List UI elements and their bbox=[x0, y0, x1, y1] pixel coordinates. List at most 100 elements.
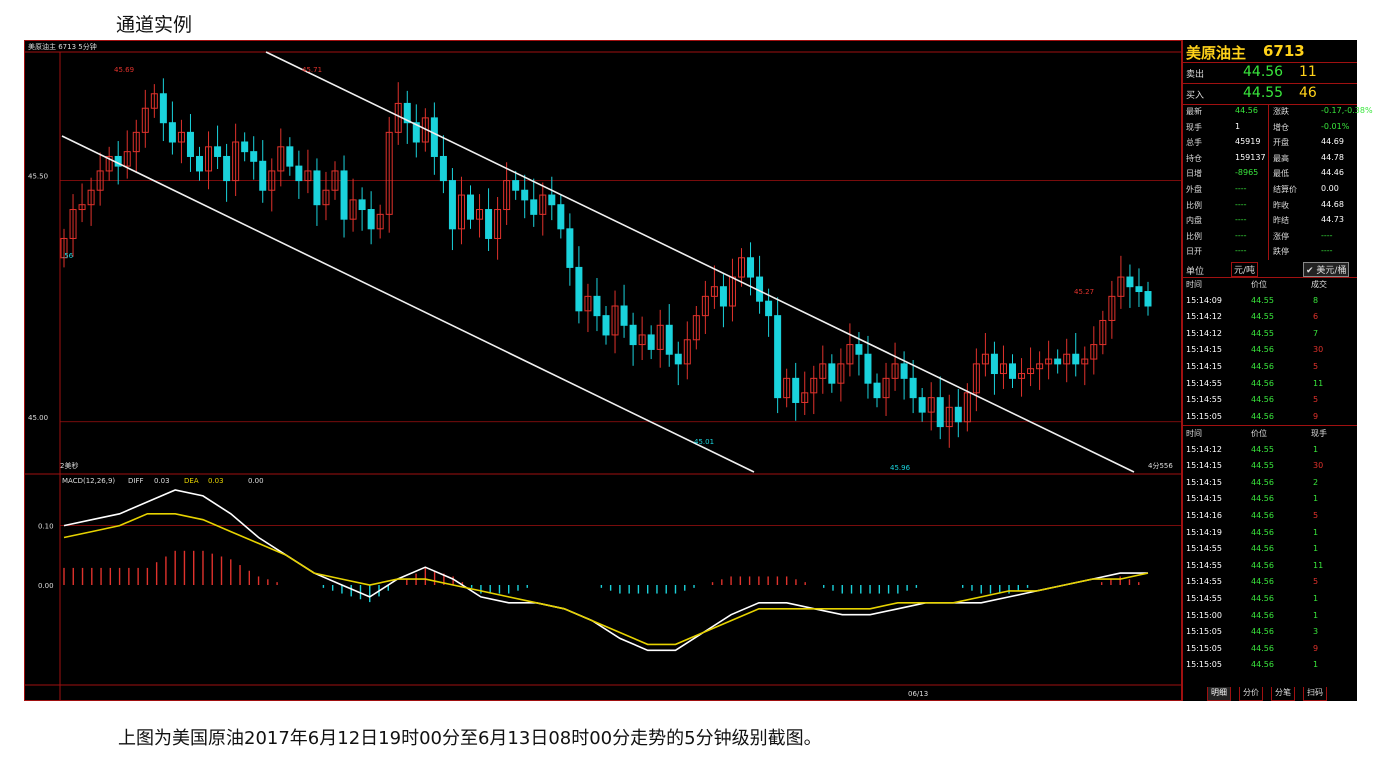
trade-qty: 5 bbox=[1313, 362, 1319, 371]
candle-body bbox=[521, 189, 529, 201]
stat-label: 现手 bbox=[1186, 122, 1202, 132]
stat-row: 外盘 ---- 结算价 0.00 bbox=[1183, 182, 1357, 197]
tab-4[interactable]: 扫码 bbox=[1303, 687, 1327, 701]
candle-body bbox=[638, 334, 646, 346]
candle-body bbox=[656, 324, 664, 350]
trade-row: 15:15:00 44.56 1 bbox=[1183, 609, 1357, 624]
unit-cny-button[interactable]: 元/吨 bbox=[1231, 262, 1259, 277]
candle-body bbox=[819, 363, 827, 379]
tab-2[interactable]: 分价 bbox=[1239, 687, 1263, 701]
candle-body bbox=[159, 93, 167, 124]
candle-body bbox=[60, 237, 68, 259]
trade-qty: 1 bbox=[1313, 610, 1319, 620]
trade-qty: 1 bbox=[1313, 544, 1319, 554]
stat-row: 持仓 159137 最高 44.78 bbox=[1183, 151, 1357, 166]
trade-header: 时间 价位 成交 bbox=[1183, 277, 1357, 292]
candle-body bbox=[141, 107, 149, 133]
trade-price: 44.56 bbox=[1251, 511, 1274, 520]
stat-label: 总手 bbox=[1186, 138, 1202, 148]
stat-value: 159137 bbox=[1235, 152, 1266, 162]
tab-3[interactable]: 分笔 bbox=[1271, 687, 1295, 701]
candle-body bbox=[566, 228, 574, 268]
stat-label: 增仓 bbox=[1273, 122, 1289, 132]
stat-label: 内盘 bbox=[1186, 216, 1202, 226]
candle-body bbox=[412, 122, 420, 143]
candle-body bbox=[1063, 353, 1071, 365]
unit-label: 单位 bbox=[1186, 267, 1205, 277]
trade-price: 44.56 bbox=[1251, 345, 1274, 355]
page-title: 通道实例 bbox=[116, 14, 193, 36]
candle-body bbox=[439, 155, 447, 182]
trade-price: 44.56 bbox=[1251, 610, 1274, 620]
diff-value: 0.03 bbox=[154, 477, 170, 485]
candle-body bbox=[430, 117, 438, 157]
candle-body bbox=[1108, 295, 1116, 321]
candle-body bbox=[232, 141, 240, 182]
candle-body bbox=[340, 170, 348, 220]
trade-row: 15:14:15 44.56 2 bbox=[1183, 476, 1357, 491]
trade-row: 15:14:55 44.56 5 bbox=[1183, 393, 1357, 408]
candle-body bbox=[873, 382, 881, 399]
stat-label: 最新 bbox=[1186, 107, 1202, 116]
channel-lower-line bbox=[61, 135, 755, 473]
candle-body bbox=[575, 266, 583, 312]
stat-label: 日增 bbox=[1186, 169, 1202, 179]
candle-body bbox=[530, 199, 538, 215]
right-annotation: 4分556 bbox=[1148, 461, 1173, 470]
candle-body bbox=[186, 131, 194, 157]
trade-price: 44.56 bbox=[1251, 594, 1274, 603]
trade-price: 44.56 bbox=[1251, 362, 1274, 371]
trade-price: 44.56 bbox=[1251, 627, 1274, 637]
trade-qty: 11 bbox=[1313, 378, 1324, 388]
price-chart[interactable]: 美原油主 6713 5分钟 45.50 45.00 45.69 45.71 45.01 45… bbox=[24, 40, 1182, 701]
candle-body bbox=[747, 257, 755, 278]
trade-time: 15:14:55 bbox=[1186, 594, 1222, 603]
stat-row: 总手 45919 开盘 44.69 bbox=[1183, 135, 1357, 150]
trade-price: 44.56 bbox=[1251, 527, 1274, 537]
trade-qty: 3 bbox=[1313, 627, 1319, 637]
candle-body bbox=[801, 392, 809, 403]
candle-body bbox=[1099, 319, 1107, 346]
trade-row: 15:14:15 44.56 5 bbox=[1183, 360, 1357, 375]
tab-1[interactable]: 明细 bbox=[1207, 687, 1231, 701]
sell-row: 卖出 44.56 11 bbox=[1183, 63, 1357, 84]
unit-usd-button[interactable]: ✔ 美元/桶 bbox=[1303, 262, 1350, 277]
trade-price: 44.55 bbox=[1251, 328, 1274, 338]
stat-label: 最低 bbox=[1273, 169, 1289, 179]
macd-tick-label: 0.10 bbox=[38, 523, 54, 531]
candle-body bbox=[674, 353, 682, 365]
candle-body bbox=[774, 315, 782, 399]
trade-row: 15:15:05 44.56 3 bbox=[1183, 625, 1357, 640]
stat-row: 最新 44.56 涨跌 -0.17,-0.38% bbox=[1183, 104, 1373, 119]
candle-body bbox=[205, 146, 213, 172]
candle-body bbox=[1090, 344, 1098, 360]
candle-body bbox=[286, 146, 294, 167]
candle-body bbox=[503, 180, 511, 211]
candle-body bbox=[548, 194, 556, 206]
candle-body bbox=[629, 324, 637, 346]
buy-qty: 46 bbox=[1299, 85, 1317, 101]
candle-body bbox=[168, 122, 176, 143]
candle-body bbox=[467, 194, 474, 220]
trade-qty: 2 bbox=[1313, 477, 1319, 487]
candle-body bbox=[78, 204, 86, 211]
candle-body bbox=[1009, 363, 1016, 379]
stat-label: 日开 bbox=[1186, 247, 1202, 257]
trade-row: 15:14:12 44.55 7 bbox=[1183, 327, 1357, 342]
trade-header: 时间 价位 现手 bbox=[1183, 426, 1357, 441]
trade-time: 15:14:15 bbox=[1186, 494, 1222, 504]
stat-value: -8965 bbox=[1235, 168, 1259, 178]
trade-price: 44.56 bbox=[1251, 477, 1274, 487]
stat-row: 比例 ---- 昨收 44.68 bbox=[1183, 198, 1357, 213]
candle-body bbox=[132, 131, 140, 153]
stat-row: 现手 1 增仓 -0.01% bbox=[1183, 120, 1357, 135]
col-price: 价位 bbox=[1251, 280, 1267, 289]
candle-body bbox=[376, 213, 384, 230]
trade-row: 15:14:15 44.56 30 bbox=[1183, 343, 1357, 358]
candle-body bbox=[683, 339, 691, 365]
trade-qty: 5 bbox=[1313, 577, 1319, 587]
dea-label: DEA bbox=[184, 477, 199, 485]
candle-body bbox=[602, 315, 610, 336]
candle-body bbox=[954, 406, 962, 423]
trade-qty: 11 bbox=[1313, 560, 1324, 570]
